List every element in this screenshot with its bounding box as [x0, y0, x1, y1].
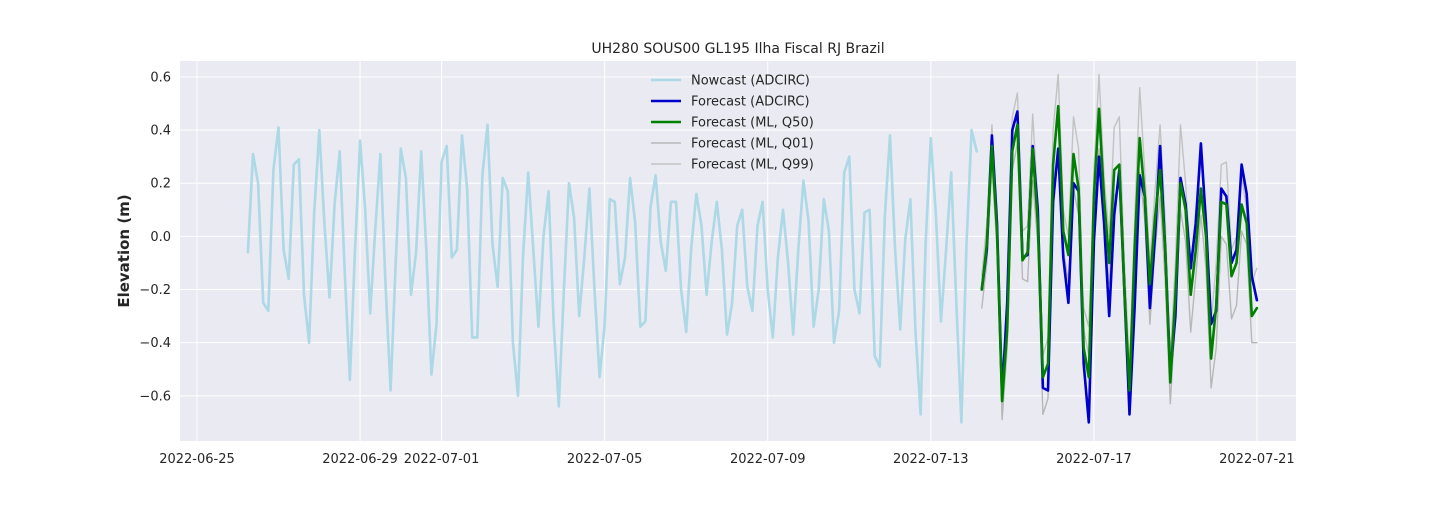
y-tick-label: −0.2	[139, 283, 171, 298]
y-tick-label: 0.4	[150, 124, 171, 139]
y-tick-label: −0.4	[139, 336, 171, 351]
chart-title: UH280 SOUS00 GL195 Ilha Fiscal RJ Brazil	[591, 41, 884, 57]
y-tick-label: 0.0	[150, 230, 171, 245]
legend-label: Forecast (ML, Q50)	[691, 116, 814, 131]
x-tick-label: 2022-07-21	[1219, 452, 1295, 467]
y-tick-label: 0.6	[150, 70, 171, 85]
legend-label: Nowcast (ADCIRC)	[691, 74, 810, 89]
x-tick-label: 2022-06-25	[159, 452, 235, 467]
series-line-nowcast-adcirc	[246, 123, 979, 424]
x-tick-label: 2022-07-05	[567, 452, 643, 467]
y-axis-label: Elevation (m)	[115, 194, 133, 307]
x-tick-label: 2022-07-13	[893, 452, 969, 467]
legend-label: Forecast (ML, Q99)	[691, 158, 814, 173]
x-tick-label: 2022-07-01	[404, 452, 480, 467]
y-tick-label: −0.6	[139, 389, 171, 404]
legend: Nowcast (ADCIRC) Forecast (ADCIRC) Forecas…	[651, 74, 814, 173]
series-line-forecast-ml-q50	[980, 104, 1259, 403]
legend-label: Forecast (ADCIRC)	[691, 95, 810, 110]
y-tick-label: 0.2	[150, 177, 171, 192]
x-tick-label: 2022-07-17	[1056, 452, 1132, 467]
x-tick-label: 2022-07-09	[730, 452, 806, 467]
x-tick-label: 2022-06-29	[322, 452, 398, 467]
legend-label: Forecast (ML, Q01)	[691, 137, 814, 152]
